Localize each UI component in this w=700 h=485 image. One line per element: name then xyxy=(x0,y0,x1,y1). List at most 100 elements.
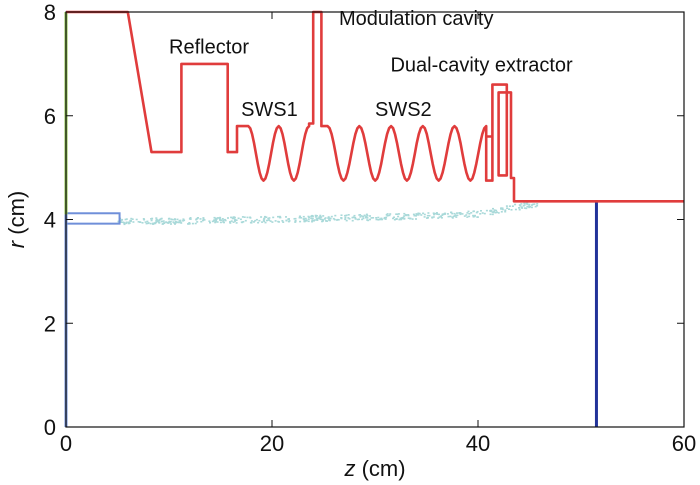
beam-particle xyxy=(139,221,141,223)
beam-particle xyxy=(528,203,531,206)
beam-particle xyxy=(426,214,429,217)
beam-particle xyxy=(224,218,226,221)
beam-particle xyxy=(489,213,492,216)
beam-particle xyxy=(428,214,431,217)
beam-particle xyxy=(253,221,255,223)
beam-particle xyxy=(353,214,356,217)
beam-particle xyxy=(467,210,470,213)
beam-particle xyxy=(480,210,482,212)
beam-particle xyxy=(344,218,347,221)
beam-particle xyxy=(149,222,152,225)
beam-particle xyxy=(258,219,261,222)
beam-particle xyxy=(158,221,160,224)
beam-particle xyxy=(518,207,520,209)
beam-particle xyxy=(500,207,503,209)
beam-particle xyxy=(124,218,127,221)
beam-particle xyxy=(174,220,177,223)
beam-particle xyxy=(417,212,420,215)
beam-particle xyxy=(474,214,476,217)
beam-particle xyxy=(282,221,285,223)
beam-particle xyxy=(363,214,366,217)
beam-particle xyxy=(495,209,498,212)
beam-particle xyxy=(281,220,284,222)
beam-particle xyxy=(219,216,222,219)
beam-particle xyxy=(229,221,231,223)
beam-particle xyxy=(233,216,235,218)
beam-particle xyxy=(321,218,324,221)
beam-particle xyxy=(298,216,301,219)
beam-particle xyxy=(216,221,219,223)
beam-particle xyxy=(438,216,441,218)
beam-particle xyxy=(212,220,215,222)
beam-particle xyxy=(249,221,252,224)
beam-particle xyxy=(403,218,406,220)
beam-particle xyxy=(235,219,238,221)
beam-particle xyxy=(199,218,202,220)
beam-particle xyxy=(531,203,534,206)
beam-particle xyxy=(125,221,128,224)
beam-particle xyxy=(154,222,157,225)
beam-particle xyxy=(354,216,357,219)
beam-particle xyxy=(525,207,528,210)
beam-particle xyxy=(418,212,421,215)
beam-particle xyxy=(307,215,310,218)
beam-particle xyxy=(196,221,199,223)
beam-particle xyxy=(141,222,144,224)
beam-particle xyxy=(435,212,438,214)
y-tick-label: 2 xyxy=(44,311,56,336)
beam-particle xyxy=(218,218,221,220)
beam-particle xyxy=(176,218,179,221)
beam-particle xyxy=(434,212,437,215)
beam-particle xyxy=(344,214,347,217)
beam-particle xyxy=(267,217,270,220)
beam-particle xyxy=(160,217,163,220)
beam-particle xyxy=(456,212,458,214)
beam-particle xyxy=(188,222,191,224)
beam-particle xyxy=(351,219,354,222)
beam-particle xyxy=(327,217,330,219)
beam-particle xyxy=(320,218,322,221)
beam-particle xyxy=(399,217,402,220)
beam-particle xyxy=(403,215,406,217)
beam-particle xyxy=(277,215,279,218)
beam-particle xyxy=(271,221,274,223)
beam-particle xyxy=(386,215,389,217)
beam-particle xyxy=(472,216,475,218)
beam-particle xyxy=(155,217,158,219)
beam-particle xyxy=(344,216,347,219)
beam-particle xyxy=(383,217,386,220)
beam-particle xyxy=(120,221,123,223)
beam-particle xyxy=(142,218,145,220)
beam-particle xyxy=(447,215,450,218)
beam-particle xyxy=(454,214,457,217)
beam-particle xyxy=(214,221,217,224)
beam-particle xyxy=(372,217,375,219)
beam-particle xyxy=(120,219,123,221)
beam-particle xyxy=(272,216,275,219)
beam-particle xyxy=(311,220,314,223)
beam-particle xyxy=(450,211,453,214)
beam-particle xyxy=(340,217,343,219)
beam-particle xyxy=(396,213,399,215)
beam-particle xyxy=(347,217,350,219)
beam-particle xyxy=(520,206,523,209)
beam-particle xyxy=(528,205,531,207)
beam-particle xyxy=(334,214,337,217)
beam-particle xyxy=(328,217,331,219)
beam-particle xyxy=(246,216,249,219)
beam-particle xyxy=(176,221,179,223)
beam-particle xyxy=(422,212,425,215)
beam-particle xyxy=(304,220,307,222)
beam-particle xyxy=(365,213,368,216)
beam-particle xyxy=(262,219,265,221)
beam-particle xyxy=(214,217,217,220)
beam-particle xyxy=(348,218,351,220)
beam-particle xyxy=(504,210,507,213)
beam-particle xyxy=(519,205,522,207)
beam-particle xyxy=(441,213,444,215)
beam-particle xyxy=(232,221,235,223)
beam-particle xyxy=(237,217,240,220)
beam-particle xyxy=(393,218,396,221)
beam-particle xyxy=(268,219,271,221)
annotation-label: Modulation cavity xyxy=(339,8,494,30)
